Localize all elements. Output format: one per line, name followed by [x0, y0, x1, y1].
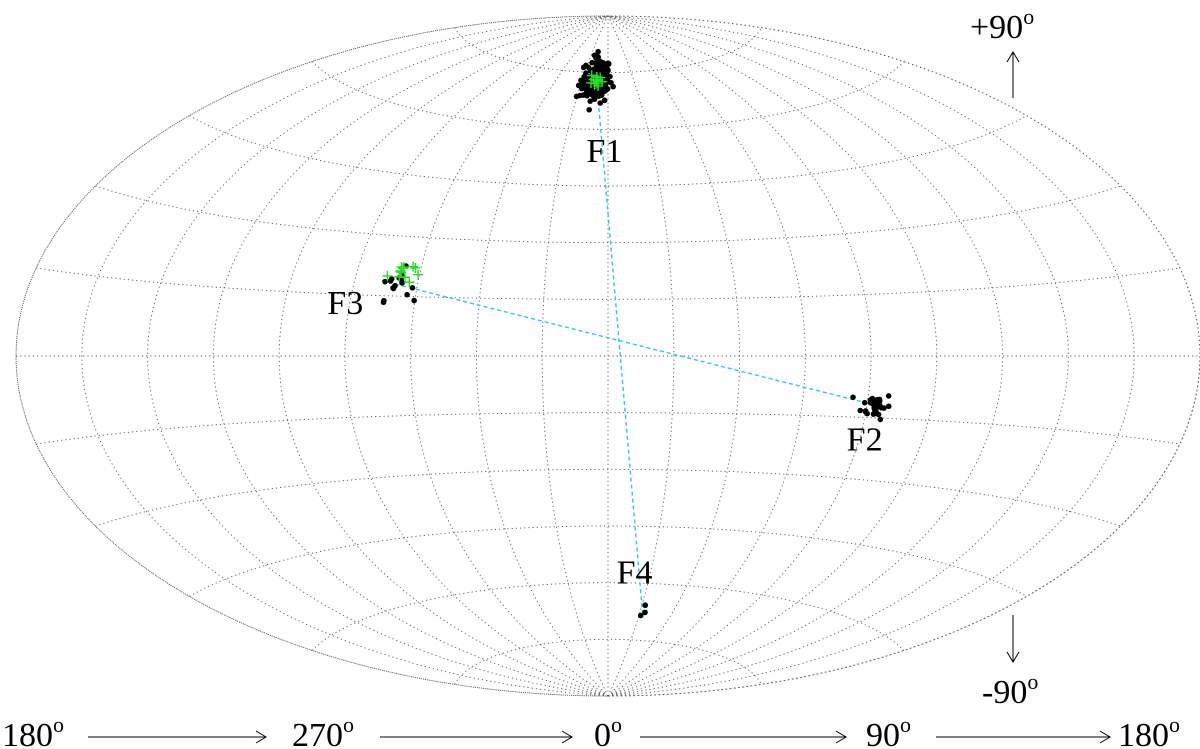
- point-f1: [577, 92, 583, 99]
- parallel-line: [454, 27, 762, 74]
- cluster-labels: F1 F2 F3 F4: [327, 133, 882, 592]
- x-tick-label-3: 90o: [866, 712, 911, 749]
- point-f2: [862, 409, 869, 415]
- point-f1: [585, 64, 592, 71]
- point-f1: [604, 66, 611, 73]
- x-tick-label-4: 180o: [1118, 712, 1180, 749]
- meridian-line: [607, 15, 1135, 697]
- cross-f3: [395, 265, 406, 276]
- x-arrowhead-4: [1099, 730, 1111, 744]
- point-f1: [586, 106, 592, 113]
- cross-f1: [597, 76, 608, 87]
- point-f4: [642, 602, 649, 609]
- cross-f3: [394, 271, 405, 282]
- meridian-line: [344, 15, 609, 697]
- point-f2: [885, 393, 892, 399]
- cross-f3: [410, 262, 421, 273]
- point-f1: [594, 65, 600, 72]
- meridian-line: [607, 15, 872, 697]
- cluster-label-f4: F4: [617, 555, 653, 592]
- x-tick-label-2: 0o: [594, 712, 622, 749]
- cluster-connectors: [395, 80, 877, 614]
- parallel-line: [311, 582, 905, 651]
- point-f2: [870, 411, 877, 417]
- bottom-axis-label: -90o: [982, 615, 1038, 711]
- x-arrowhead-1: [255, 730, 267, 744]
- point-f2: [850, 394, 856, 401]
- point-f4: [642, 609, 648, 616]
- parallel-line: [95, 468, 1121, 527]
- point-f2: [876, 396, 883, 403]
- point-f2: [861, 399, 868, 406]
- meridian-line: [607, 15, 806, 697]
- point-f3: [388, 276, 395, 282]
- data-points: [380, 48, 892, 619]
- point-f1: [587, 98, 594, 104]
- cross-markers: [382, 70, 608, 288]
- cross-f3: [404, 277, 415, 288]
- point-f1: [589, 89, 596, 96]
- point-f1: [580, 78, 586, 85]
- grid-lines: [15, 15, 1200, 697]
- connector-f1-f4: [595, 80, 644, 614]
- parallel-line: [311, 61, 905, 130]
- point-f1: [591, 96, 598, 103]
- cluster-label-f1: F1: [586, 133, 622, 170]
- point-f1: [583, 90, 590, 97]
- point-f2: [877, 416, 884, 423]
- cluster-label-f3: F3: [327, 285, 363, 322]
- cluster-label-f2: F2: [847, 421, 883, 458]
- point-f1: [595, 48, 601, 55]
- point-f1: [602, 75, 609, 81]
- point-f3: [411, 297, 417, 304]
- up-arrowhead: [1006, 51, 1020, 63]
- point-f2: [870, 399, 877, 405]
- point-f1: [591, 52, 598, 59]
- point-f1: [597, 100, 604, 106]
- point-f3: [409, 285, 416, 291]
- down-arrowhead: [1006, 651, 1020, 663]
- meridian-line: [607, 15, 675, 697]
- point-f2: [885, 403, 892, 410]
- point-f2: [876, 403, 883, 409]
- point-f1: [608, 79, 614, 86]
- top-axis-label: +90o: [970, 4, 1034, 98]
- point-f1: [580, 64, 587, 71]
- point-f3: [382, 278, 388, 285]
- bottom-axis-text: -90o: [982, 669, 1038, 711]
- meridian-line: [475, 15, 609, 697]
- cross-f3: [408, 261, 419, 272]
- cross-f1: [592, 74, 603, 85]
- point-f4: [637, 612, 644, 619]
- point-f3: [380, 299, 387, 306]
- point-f3: [404, 291, 410, 298]
- point-f3: [392, 282, 398, 289]
- connector-f3-f2: [395, 283, 877, 407]
- point-f1: [605, 60, 611, 67]
- x-tick-label-1: 270o: [292, 712, 354, 749]
- top-axis-text: +90o: [970, 4, 1034, 46]
- point-f2: [857, 407, 864, 414]
- parallel-line: [454, 638, 762, 685]
- cross-f3: [382, 270, 393, 281]
- x-arrowhead-2: [561, 730, 573, 744]
- x-tick-label-0: 180o: [2, 712, 64, 749]
- x-axis-labels: 180o 270o 0o 90o 180o: [2, 712, 1180, 749]
- x-arrowhead-3: [835, 730, 847, 744]
- meridian-line: [81, 15, 609, 697]
- parallel-line: [95, 185, 1121, 244]
- point-f1: [601, 97, 608, 104]
- point-f1: [600, 66, 607, 73]
- cross-f3: [413, 269, 424, 280]
